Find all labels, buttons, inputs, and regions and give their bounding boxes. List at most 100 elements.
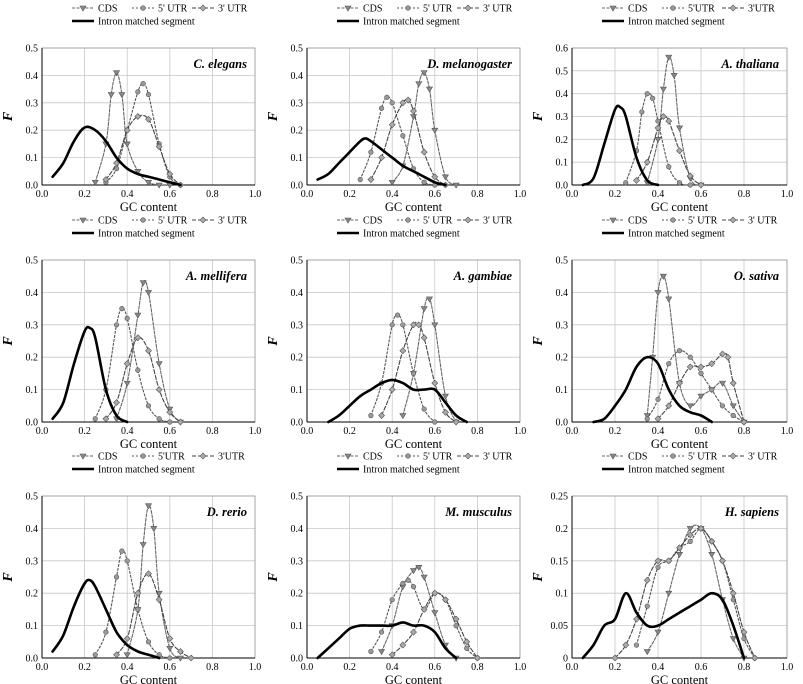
- legend-label: 3'UTR: [218, 452, 245, 463]
- legend-marker: [670, 5, 676, 11]
- y-tick-label: 0.1: [26, 385, 39, 396]
- data-point: [91, 179, 99, 186]
- y-tick-label: 0.2: [556, 353, 569, 364]
- data-point: [644, 91, 650, 97]
- data-point: [675, 552, 684, 558]
- data-point: [123, 380, 131, 387]
- y-tick-label: 0.0: [556, 181, 569, 192]
- y-tick-label: 0.25: [551, 492, 569, 503]
- data-point: [400, 133, 406, 139]
- data-point: [113, 574, 120, 580]
- data-point: [400, 322, 406, 328]
- data-point: [698, 370, 704, 377]
- legend-marker: [199, 4, 207, 12]
- data-point: [463, 638, 471, 646]
- data-point: [453, 622, 459, 629]
- data-point: [718, 380, 727, 387]
- legend-marker: [729, 216, 737, 224]
- legend-marker: [609, 217, 617, 224]
- chart-panel-5: 0.0 0.1 0.2 0.3 0.4 0.5 0.0 0.2 0.4 0.6 0.8 1.0 GC c…: [266, 216, 526, 452]
- legend-label: 5' UTR: [423, 4, 453, 15]
- data-point: [155, 386, 163, 394]
- data-point: [378, 629, 385, 635]
- y-tick-label: 0.15: [551, 556, 569, 567]
- legend-marker: [609, 453, 617, 460]
- data-point: [368, 149, 374, 155]
- data-point: [719, 350, 726, 358]
- data-point: [145, 115, 152, 123]
- data-point: [729, 403, 737, 410]
- x-tick-label: 0.8: [738, 189, 751, 200]
- x-tick-label: 1.0: [781, 426, 794, 437]
- data-point: [134, 169, 142, 175]
- series-2: [102, 334, 184, 426]
- series-2: [388, 589, 481, 662]
- data-point: [751, 654, 759, 662]
- data-point: [659, 113, 667, 120]
- x-tick-label: 0.6: [695, 189, 708, 200]
- series-line: [370, 579, 478, 659]
- data-point: [176, 655, 184, 662]
- data-point: [421, 406, 427, 412]
- series-line: [381, 321, 457, 423]
- legend: CDS 5' UTR 3' UTR Intron matched segment: [602, 452, 778, 476]
- legend-label: 3' UTR: [748, 452, 778, 463]
- legend: CDS 5'UTR 3'UTR Intron matched segment: [72, 452, 245, 476]
- x-axis-label: GC content: [120, 437, 178, 451]
- legend-label: CDS: [628, 216, 647, 227]
- data-point: [92, 652, 98, 658]
- y-tick-label: 0.1: [291, 385, 304, 396]
- data-point: [155, 361, 163, 368]
- y-tick-label: 0.5: [26, 256, 39, 267]
- data-point: [410, 584, 417, 590]
- series-0: [91, 70, 174, 189]
- x-tick-label: 0.0: [36, 426, 49, 437]
- data-point: [378, 154, 385, 162]
- legend-marker: [609, 5, 617, 12]
- data-point: [730, 412, 736, 419]
- y-tick-label: 0.1: [26, 153, 39, 164]
- legend-marker: [464, 4, 472, 12]
- x-tick-label: 0.8: [471, 426, 484, 437]
- data-point: [107, 92, 115, 99]
- data-point: [409, 568, 418, 575]
- data-point: [134, 589, 142, 597]
- x-tick-label: 0.8: [206, 426, 219, 437]
- data-point: [124, 558, 130, 564]
- chart-panel-1: 0.0 0.1 0.2 0.3 0.4 0.5 0.0 0.2 0.4 0.6 0.8 1.0 GC c…: [1, 4, 261, 215]
- y-tick-label: 0.0: [291, 654, 304, 665]
- legend-label: CDS: [363, 216, 382, 227]
- data-point: [388, 121, 396, 129]
- y-tick-label: 0.3: [26, 98, 39, 109]
- x-tick-label: 0.6: [695, 426, 708, 437]
- data-point: [666, 361, 672, 367]
- data-point: [676, 544, 683, 552]
- y-tick-label: 0.1: [291, 153, 304, 164]
- legend-label: 3' UTR: [483, 452, 513, 463]
- data-point: [167, 655, 173, 661]
- y-tick-label: 0.2: [26, 589, 39, 600]
- data-point: [139, 542, 147, 549]
- x-tick-label: 1.0: [514, 189, 527, 200]
- y-tick-label: 0.6: [556, 44, 569, 55]
- data-point: [388, 651, 396, 659]
- legend-label: Intron matched segment: [98, 229, 195, 240]
- legend-label: 5' UTR: [688, 452, 718, 463]
- legend-marker: [405, 217, 411, 223]
- y-tick-label: 0.5: [26, 492, 39, 503]
- data-point: [442, 408, 449, 416]
- data-point: [441, 174, 449, 181]
- legend-label: Intron matched segment: [628, 17, 725, 28]
- chart-title: A. gambiae: [453, 269, 513, 283]
- y-tick-label: 0.3: [291, 320, 304, 331]
- x-tick-label: 1.0: [249, 189, 262, 200]
- y-tick-label: 0.1: [291, 621, 304, 632]
- y-tick-label: 0.2: [291, 353, 304, 364]
- x-axis-label: GC content: [120, 673, 178, 684]
- x-tick-label: 1.0: [781, 662, 794, 673]
- data-point: [135, 606, 141, 613]
- y-tick-label: 0.1: [556, 158, 569, 169]
- data-point: [378, 105, 385, 111]
- series-0: [388, 70, 460, 189]
- data-point: [410, 107, 417, 115]
